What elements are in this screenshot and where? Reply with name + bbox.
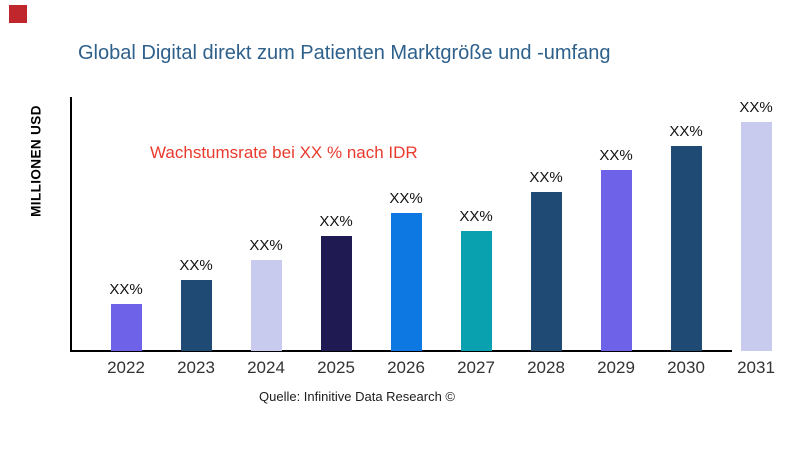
x-axis-tick-2030: 2030 xyxy=(667,358,705,377)
y-axis-label: MILLIONEN USD xyxy=(28,105,44,217)
x-axis-tick-2028: 2028 xyxy=(527,358,565,377)
x-axis-tick-2027: 2027 xyxy=(457,358,495,377)
x-axis-tick-2024: 2024 xyxy=(247,358,285,377)
bar-value-label: XX% xyxy=(249,237,283,254)
bar-2026 xyxy=(390,213,422,351)
bar-value-label: XX% xyxy=(529,169,563,186)
bar-2024 xyxy=(250,260,282,351)
x-axis-line xyxy=(70,350,732,352)
bar-2022 xyxy=(110,304,142,351)
source-attribution: Quelle: Infinitive Data Research © xyxy=(258,389,456,404)
x-axis-tick-2022: 2022 xyxy=(107,358,145,377)
bar-value-label: XX% xyxy=(669,123,703,140)
x-axis-tick-2023: 2023 xyxy=(177,358,215,377)
bar-2025 xyxy=(320,236,352,351)
x-axis-tick-2031: 2031 xyxy=(737,358,775,377)
growth-rate-annotation: Wachstumsrate bei XX % nach IDR xyxy=(150,143,418,162)
bar-value-label: XX% xyxy=(599,147,633,164)
bar-value-label: XX% xyxy=(319,213,353,230)
bar-2031 xyxy=(740,122,772,351)
bar-2023 xyxy=(180,280,212,351)
bar-2030 xyxy=(670,146,702,351)
bar-value-label: XX% xyxy=(179,257,213,274)
bar-value-label: XX% xyxy=(739,99,773,116)
x-axis-tick-2029: 2029 xyxy=(597,358,635,377)
bar-value-label: XX% xyxy=(109,281,143,298)
bar-2029 xyxy=(600,170,632,351)
x-axis-tick-2026: 2026 xyxy=(387,358,425,377)
bar-2028 xyxy=(530,192,562,351)
bar-value-label: XX% xyxy=(459,208,493,225)
red-square-marker xyxy=(9,5,27,23)
y-axis-line xyxy=(70,97,72,352)
bar-2027 xyxy=(460,231,492,351)
chart-title: Global Digital direkt zum Patienten Mark… xyxy=(78,42,611,64)
bar-value-label: XX% xyxy=(389,190,423,207)
x-axis-tick-2025: 2025 xyxy=(317,358,355,377)
